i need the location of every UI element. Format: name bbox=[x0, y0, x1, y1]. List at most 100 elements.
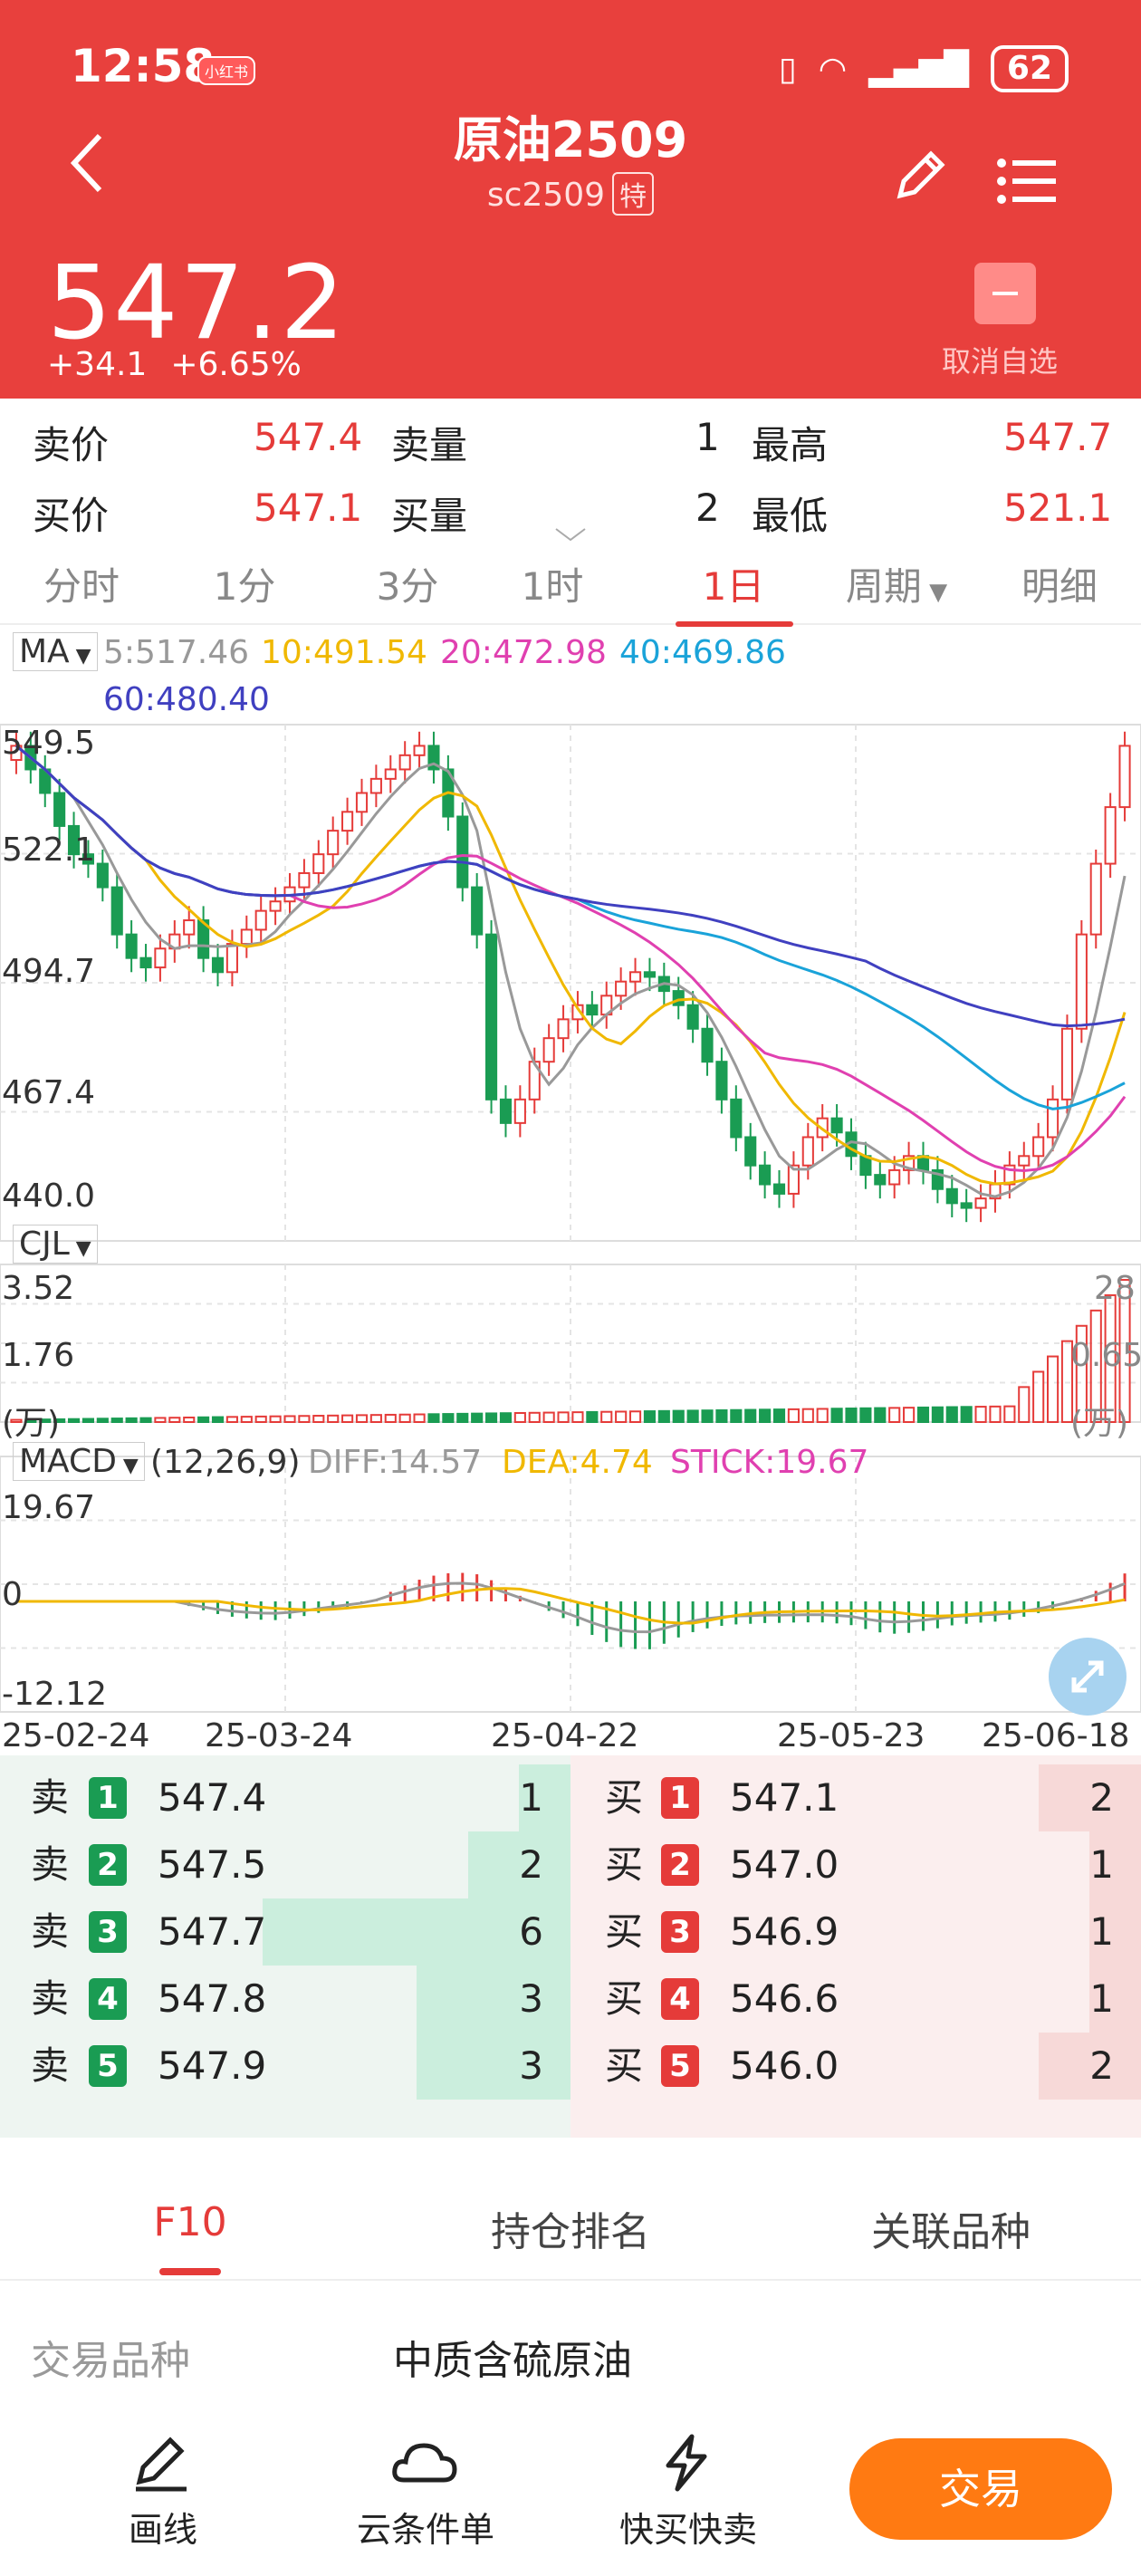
volume-bar bbox=[211, 1416, 225, 1423]
price-axis-label: 494.7 bbox=[2, 953, 96, 990]
sell-level-row[interactable]: 卖 5 547.9 3 bbox=[0, 2033, 570, 2100]
tab-1min[interactable]: 1分 bbox=[213, 564, 276, 609]
volume-selector[interactable]: CJL ▼ bbox=[13, 1225, 98, 1264]
quick-trade-label: 快买快卖 bbox=[618, 2510, 757, 2550]
buy-level-price: 547.1 bbox=[730, 1775, 839, 1820]
volume-bar bbox=[1075, 1324, 1088, 1423]
volume-bar bbox=[960, 1406, 973, 1424]
sell-level-row[interactable]: 卖 4 547.8 3 bbox=[0, 1966, 570, 2033]
price-change: +34.1 +6.65% bbox=[47, 346, 302, 383]
sell-label: 卖 bbox=[31, 1775, 70, 1820]
buy-label: 买 bbox=[605, 1909, 644, 1954]
macd-axis-top: 19.67 bbox=[2, 1489, 96, 1526]
tab-3min[interactable]: 3分 bbox=[376, 564, 439, 609]
header: 12:58 小红书 ▯ ◠ ▂▄▆█ 62 原油2509 sc2509 特 547… bbox=[0, 0, 1141, 399]
volume-bar bbox=[67, 1418, 81, 1423]
dropdown-icon: ▼ bbox=[69, 1237, 91, 1260]
buy-label: 买 bbox=[605, 1842, 644, 1887]
dropdown-icon: ▼ bbox=[116, 1455, 139, 1477]
sell-level-price: 547.7 bbox=[158, 1909, 267, 1954]
candle-body bbox=[787, 1164, 800, 1195]
buy-level-price: 547.0 bbox=[730, 1842, 839, 1887]
volume-bar bbox=[903, 1407, 916, 1423]
tab-related[interactable]: 关联品种 bbox=[871, 2209, 1031, 2255]
macd-dea: DEA:4.74 bbox=[502, 1444, 653, 1481]
candle-body bbox=[110, 886, 123, 936]
candle-body bbox=[874, 1174, 887, 1186]
buy-level-row[interactable]: 买 4 546.6 1 bbox=[570, 1966, 1141, 2033]
candle-body bbox=[931, 1168, 944, 1190]
tab-fenshi[interactable]: 分时 bbox=[43, 564, 120, 609]
sell-price-label: 卖价 bbox=[33, 423, 110, 467]
sell-label: 卖 bbox=[31, 1976, 70, 2021]
volume-bar bbox=[269, 1415, 282, 1424]
edit-icon[interactable] bbox=[887, 145, 951, 208]
buy-level-row[interactable]: 买 2 547.0 1 bbox=[570, 1831, 1141, 1898]
sell-level-volume: 3 bbox=[519, 2043, 543, 2088]
buy-level-row[interactable]: 买 1 547.1 2 bbox=[570, 1764, 1141, 1831]
buy-level-volume: 1 bbox=[1089, 1842, 1114, 1887]
sell-level-number: 3 bbox=[89, 1911, 127, 1953]
kline-svg bbox=[0, 724, 1141, 1713]
volume-bar bbox=[183, 1416, 196, 1423]
volume-bar bbox=[398, 1413, 411, 1424]
tab-period[interactable]: 周期 ▼ bbox=[845, 564, 948, 609]
tab-1day[interactable]: 1日 bbox=[702, 564, 765, 609]
candle-body bbox=[183, 919, 196, 936]
sell-level-row[interactable]: 卖 1 547.4 1 bbox=[0, 1764, 570, 1831]
volume-bar bbox=[830, 1408, 843, 1423]
ma60-legend: 60:480.40 bbox=[103, 681, 270, 718]
dropdown-icon: ▼ bbox=[69, 645, 91, 668]
buy-level-row[interactable]: 买 3 546.9 1 bbox=[570, 1898, 1141, 1966]
sell-level-row[interactable]: 卖 2 547.5 2 bbox=[0, 1831, 570, 1898]
candle-body bbox=[888, 1168, 901, 1186]
volume-bar bbox=[1089, 1309, 1102, 1424]
fullscreen-icon[interactable] bbox=[1049, 1638, 1127, 1716]
candle-body bbox=[1089, 862, 1102, 936]
chart-grid bbox=[0, 724, 1141, 1713]
buy-level-row[interactable]: 买 5 546.0 2 bbox=[570, 2033, 1141, 2100]
back-icon[interactable] bbox=[63, 127, 118, 199]
buy-level-volume: 2 bbox=[1089, 1775, 1114, 1820]
candle-body bbox=[1075, 933, 1088, 1030]
volume-bar bbox=[1032, 1370, 1045, 1423]
expand-chevron-icon[interactable] bbox=[554, 527, 587, 542]
cloud-icon bbox=[392, 2443, 457, 2483]
sell-level-number: 2 bbox=[89, 1844, 127, 1886]
cloud-order-button[interactable]: 云条件单 bbox=[335, 2431, 516, 2552]
tab-detail[interactable]: 明细 bbox=[1021, 564, 1098, 609]
volume-bar bbox=[672, 1409, 685, 1424]
candle-body bbox=[1047, 1098, 1060, 1139]
remove-favorite-icon[interactable] bbox=[974, 263, 1036, 324]
volume-bar bbox=[82, 1418, 95, 1423]
menu-list-icon[interactable] bbox=[994, 154, 1058, 208]
remove-favorite-label[interactable]: 取消自选 bbox=[942, 344, 1059, 379]
sell-depth-bar bbox=[417, 2033, 570, 2100]
high-value: 547.7 bbox=[1003, 415, 1113, 459]
volume-bar bbox=[485, 1412, 498, 1423]
volume-bar bbox=[39, 1418, 52, 1423]
candle-body bbox=[759, 1164, 772, 1186]
volume-bar bbox=[384, 1413, 397, 1423]
tab-f10[interactable]: F10 bbox=[153, 2199, 227, 2245]
tab-1hour[interactable]: 1时 bbox=[521, 564, 584, 609]
volume-bar bbox=[24, 1418, 37, 1424]
contract-code: sc2509 特 bbox=[0, 172, 1141, 216]
candle-body bbox=[730, 1098, 743, 1139]
tab-position-rank[interactable]: 持仓排名 bbox=[491, 2209, 650, 2255]
trade-button[interactable]: 交易 bbox=[849, 2438, 1112, 2540]
sell-level-row[interactable]: 卖 3 547.7 6 bbox=[0, 1898, 570, 1966]
sell-level-number: 1 bbox=[89, 1777, 127, 1819]
volume-bar bbox=[413, 1413, 426, 1423]
candle-body bbox=[485, 933, 498, 1101]
kline-chart[interactable]: MA ▼ 5:517.46 10:491.54 20:472.98 40:469… bbox=[0, 625, 1141, 1766]
candle-body bbox=[715, 1061, 728, 1101]
ma-selector[interactable]: MA ▼ bbox=[13, 632, 98, 671]
draw-line-button[interactable]: 画线 bbox=[72, 2431, 254, 2552]
volume-bar bbox=[1003, 1405, 1016, 1423]
candle-body bbox=[82, 853, 95, 865]
f10-tabs: F10 持仓排名 关联品种 bbox=[0, 2174, 1141, 2281]
macd-selector[interactable]: MACD ▼ bbox=[13, 1442, 145, 1481]
quick-trade-button[interactable]: 快买快卖 bbox=[598, 2431, 779, 2552]
volume-bar bbox=[298, 1415, 311, 1424]
